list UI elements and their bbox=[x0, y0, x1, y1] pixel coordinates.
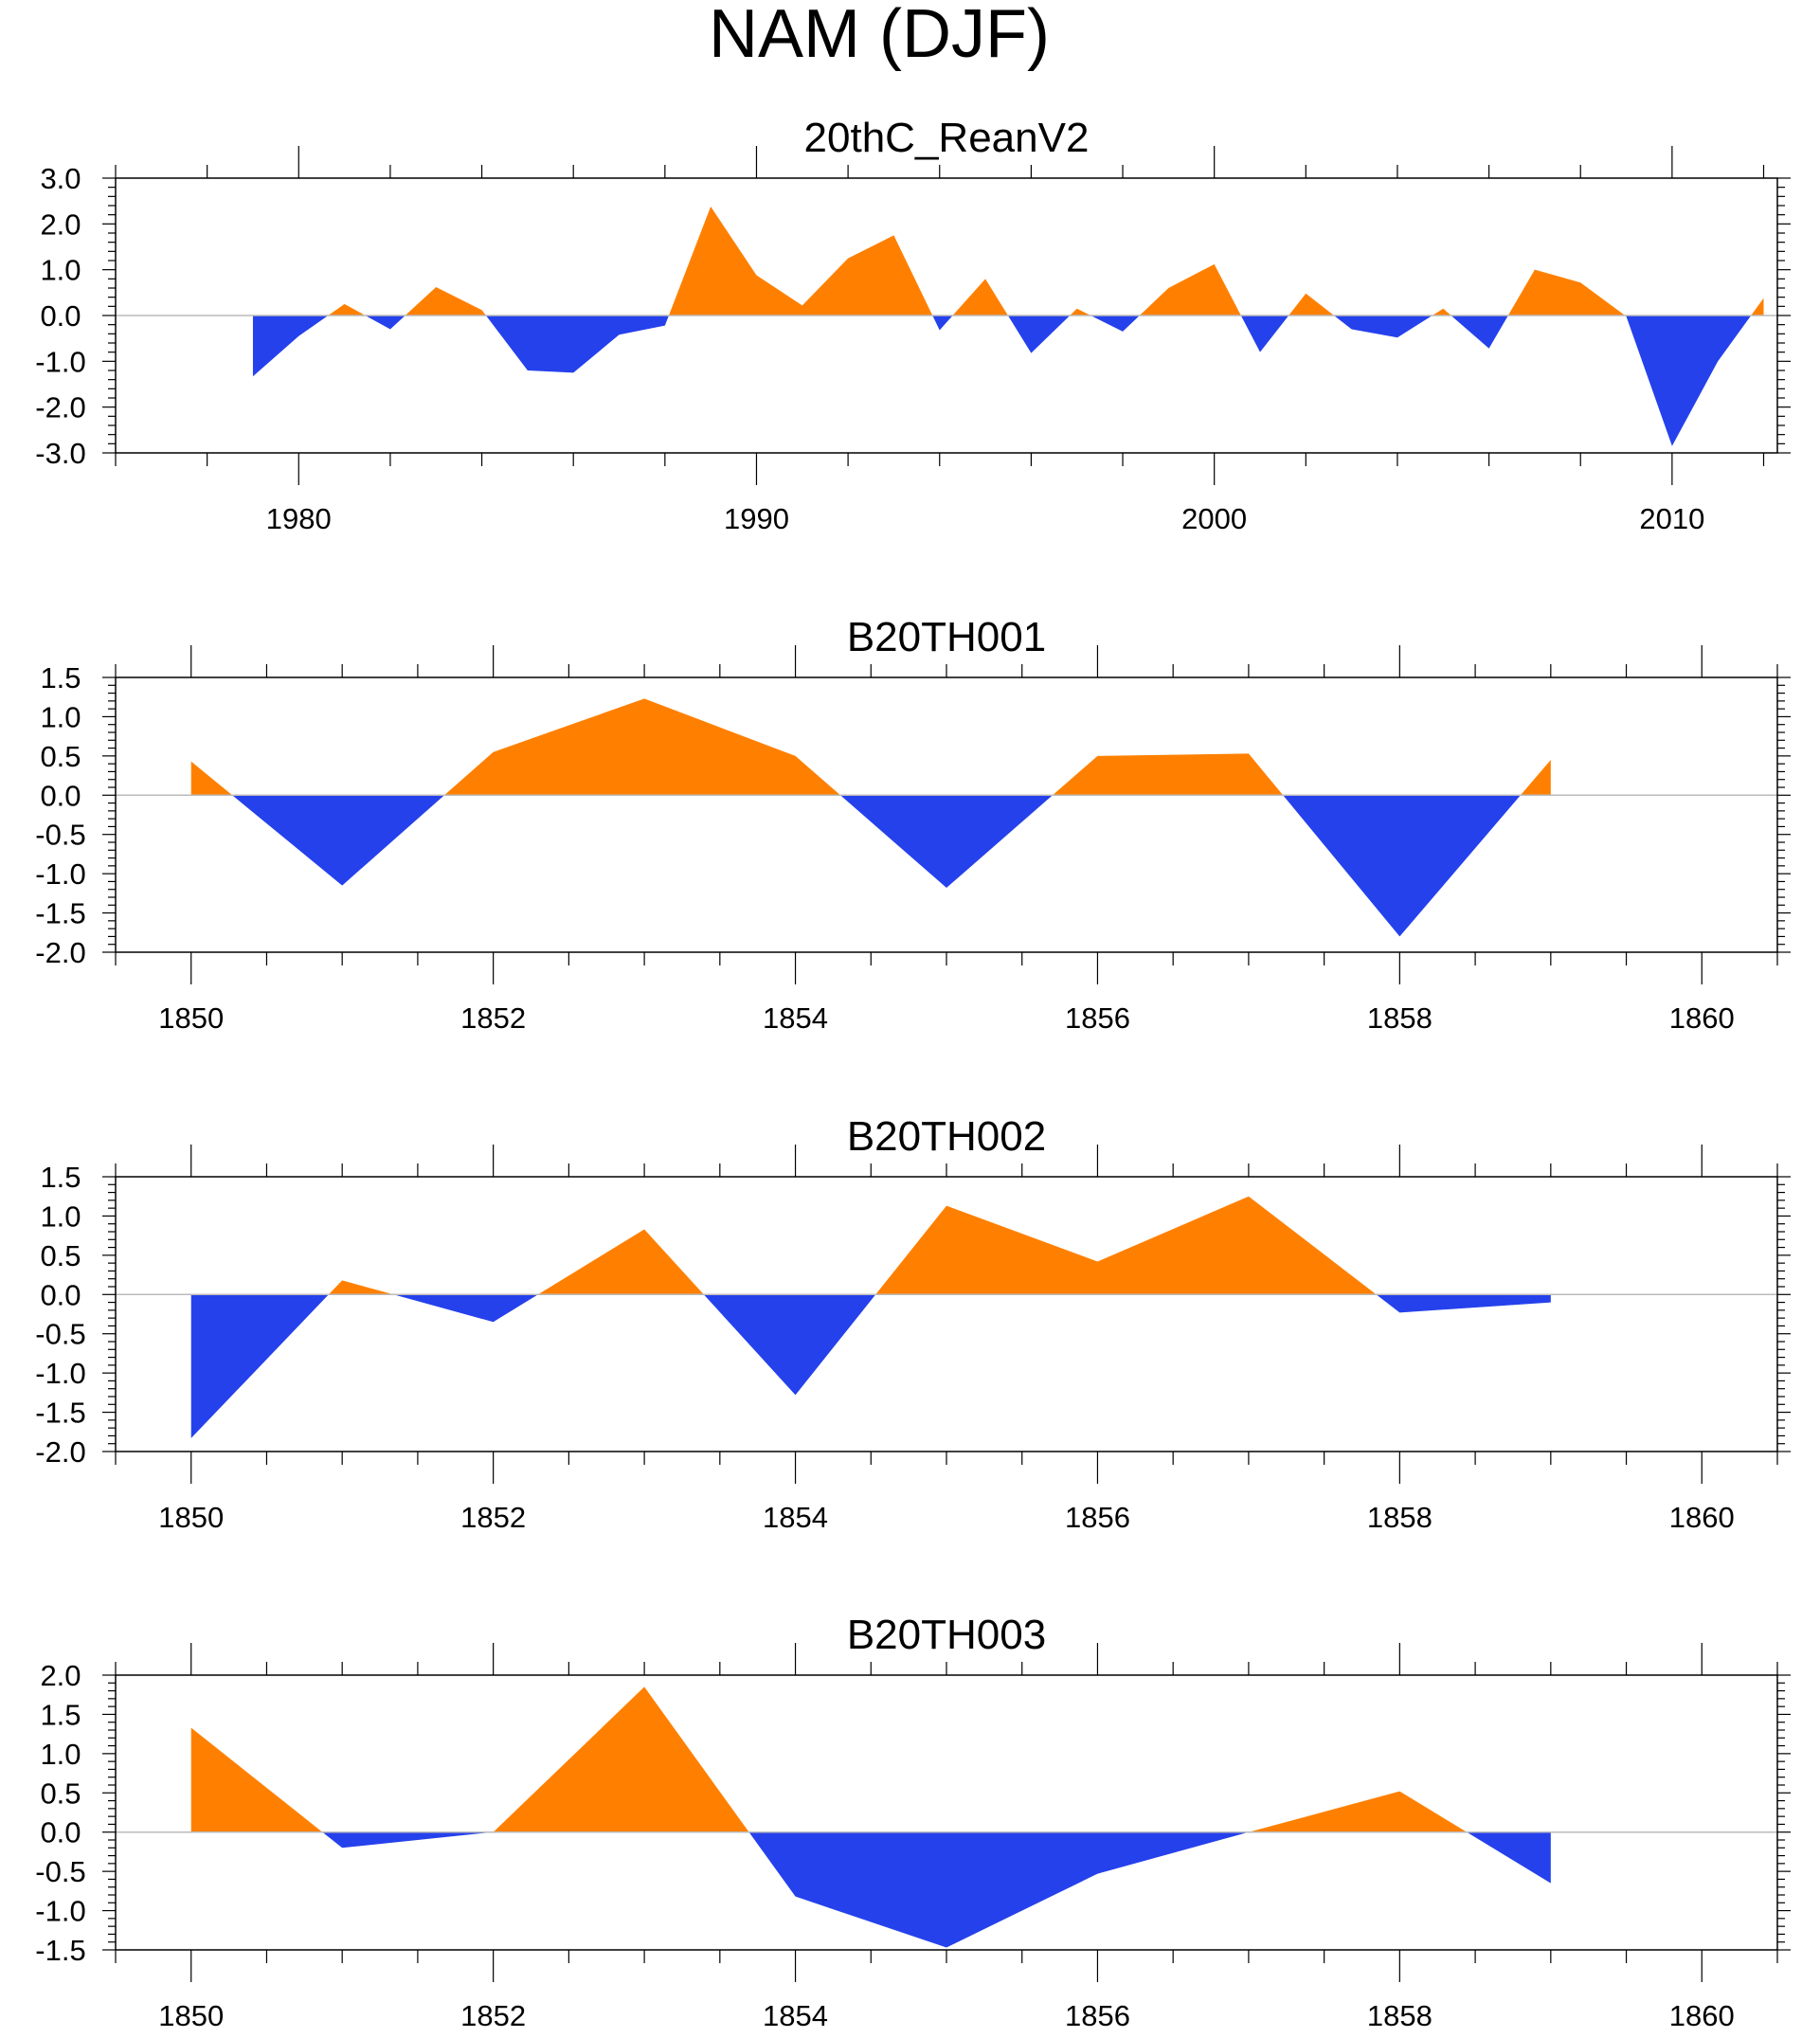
x-tick-label: 1860 bbox=[1669, 1999, 1735, 2032]
y-tick-label: 0.5 bbox=[40, 1239, 81, 1272]
chart-panel-4: B20TH003 2.0 1.5 1.0 0.5 0.0 -0.5 -1.0 -1.5 1850 1… bbox=[35, 1612, 1791, 2032]
chart-panel-2: B20TH001 1.5 1.0 0.5 0.0 -0.5 -1.0 -1.5 -2.0 1850… bbox=[35, 614, 1791, 1035]
positive-area bbox=[190, 1196, 1551, 1295]
x-tick-label: 1854 bbox=[763, 1999, 828, 2032]
y-tick-label: 1.0 bbox=[40, 1199, 81, 1233]
y-tick-label: 0.5 bbox=[40, 1776, 81, 1810]
y-tick-label: 0.0 bbox=[40, 299, 81, 333]
y-tick-label: -1.5 bbox=[35, 1397, 85, 1430]
chart-panel-3: B20TH002 1.5 1.0 0.5 0.0 -0.5 -1.0 -1.5 -2.0 1850… bbox=[35, 1113, 1791, 1534]
x-tick-label: 1852 bbox=[460, 1501, 526, 1534]
y-tick-label: -0.5 bbox=[35, 1318, 85, 1351]
y-tick-label: -1.5 bbox=[35, 1934, 85, 1967]
x-tick-label: 1856 bbox=[1065, 1501, 1130, 1534]
negative-area bbox=[252, 316, 1764, 446]
x-tick-label: 1854 bbox=[763, 1001, 828, 1035]
x-tick-label: 1852 bbox=[460, 1001, 526, 1035]
y-tick-label: 2.0 bbox=[40, 1659, 81, 1692]
x-tick-label: 1990 bbox=[724, 502, 789, 535]
x-tick-label: 1852 bbox=[460, 1999, 526, 2032]
y-tick-label: -0.5 bbox=[35, 819, 85, 852]
x-tick-label: 2010 bbox=[1639, 502, 1704, 535]
y-tick-label: 2.0 bbox=[40, 207, 81, 241]
panels: 20thC_ReanV2 3.0 2.0 1.0 0.0 -1.0 -2.0 -3.0 1980… bbox=[35, 115, 1791, 2032]
main-title: NAM (DJF) bbox=[709, 0, 1050, 72]
y-tick-label: -2.0 bbox=[35, 936, 85, 969]
negative-area bbox=[190, 1831, 1551, 1948]
y-tick-label: -1.5 bbox=[35, 897, 85, 930]
y-tick-label: -2.0 bbox=[35, 1435, 85, 1469]
y-tick-label: 1.5 bbox=[40, 1698, 81, 1731]
positive-area bbox=[190, 1686, 1551, 1832]
y-tick-label: -1.0 bbox=[35, 857, 85, 891]
x-tick-label: 1856 bbox=[1065, 1999, 1130, 2032]
y-tick-label: 1.0 bbox=[40, 1738, 81, 1771]
x-tick-label: 1860 bbox=[1669, 1501, 1735, 1534]
positive-area bbox=[190, 698, 1551, 796]
panel-title: B20TH003 bbox=[847, 1612, 1046, 1658]
y-tick-label: 0.0 bbox=[40, 1816, 81, 1849]
y-tick-label: 0.5 bbox=[40, 740, 81, 773]
panel-title: B20TH002 bbox=[847, 1113, 1046, 1160]
x-tick-label: 1858 bbox=[1367, 1001, 1433, 1035]
positive-area bbox=[252, 206, 1764, 316]
x-tick-label: 1858 bbox=[1367, 1501, 1433, 1534]
y-tick-label: -2.0 bbox=[35, 391, 85, 424]
y-tick-label: -1.0 bbox=[35, 1357, 85, 1390]
y-tick-label: -3.0 bbox=[35, 437, 85, 470]
panel-title: 20thC_ReanV2 bbox=[804, 115, 1090, 161]
y-tick-label: 0.0 bbox=[40, 779, 81, 812]
x-tick-label: 1850 bbox=[158, 1501, 224, 1534]
x-tick-label: 1858 bbox=[1367, 1999, 1433, 2032]
y-tick-label: 1.0 bbox=[40, 254, 81, 287]
x-tick-label: 1850 bbox=[158, 1001, 224, 1035]
y-tick-label: 3.0 bbox=[40, 162, 81, 195]
y-tick-label: -1.0 bbox=[35, 1895, 85, 1928]
x-tick-label: 1850 bbox=[158, 1999, 224, 2032]
chart-panel-1: 20thC_ReanV2 3.0 2.0 1.0 0.0 -1.0 -2.0 -3.0 1980… bbox=[35, 115, 1791, 535]
x-tick-label: 1856 bbox=[1065, 1001, 1130, 1035]
panel-title: B20TH001 bbox=[847, 614, 1046, 660]
x-tick-label: 1854 bbox=[763, 1501, 828, 1534]
y-tick-label: -0.5 bbox=[35, 1855, 85, 1888]
negative-area bbox=[190, 795, 1551, 937]
negative-area bbox=[190, 1294, 1551, 1438]
x-tick-label: 1980 bbox=[266, 502, 332, 535]
y-tick-label: 1.5 bbox=[40, 1161, 81, 1194]
x-tick-label: 1860 bbox=[1669, 1001, 1735, 1035]
y-tick-label: -1.0 bbox=[35, 345, 85, 378]
y-tick-label: 0.0 bbox=[40, 1278, 81, 1311]
x-tick-label: 2000 bbox=[1181, 502, 1247, 535]
y-tick-label: 1.5 bbox=[40, 661, 81, 694]
y-tick-label: 1.0 bbox=[40, 700, 81, 733]
